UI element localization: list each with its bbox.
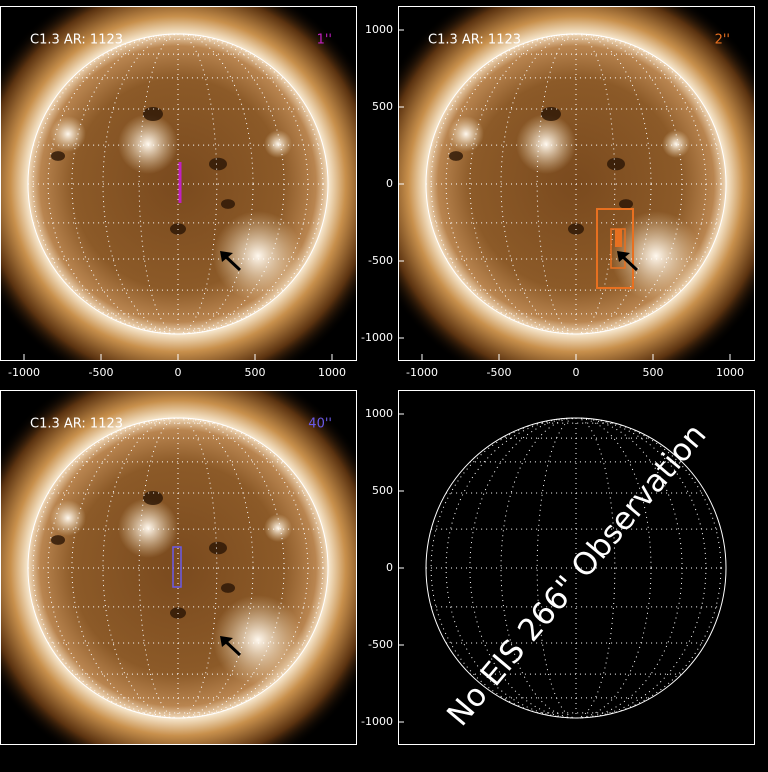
panel-title: C1.3 AR: 1123 xyxy=(30,33,123,48)
slit-marker xyxy=(172,546,182,588)
grid-line xyxy=(138,417,218,719)
bright-region xyxy=(264,130,292,158)
panel: C1.3 AR: 1123 2'' -1000 -500 0 500 1000 1000 500… xyxy=(361,6,755,379)
panel-title: C1.3 AR: 1123 xyxy=(428,33,521,48)
x-tick-label: 0 xyxy=(573,366,580,379)
slit-width-label: 1'' xyxy=(317,33,332,48)
y-tick-label: 0 xyxy=(386,561,393,574)
x-tick-label: 500 xyxy=(643,366,664,379)
bright-region xyxy=(213,595,303,685)
grid-line xyxy=(32,33,324,335)
dark-region xyxy=(51,535,65,545)
panel-title: C1.3 AR: 1123 xyxy=(30,417,123,432)
x-tick-label: 500 xyxy=(245,366,266,379)
panel: C1.3 AR: 1123 1'' -1000 -500 0 500 1000 xyxy=(0,6,357,379)
dark-region xyxy=(221,199,235,209)
grid-line xyxy=(102,33,254,335)
limb xyxy=(27,33,329,335)
dark-region xyxy=(221,583,235,593)
flare-arrow xyxy=(220,251,242,272)
y-tick-label: 0 xyxy=(386,177,393,190)
grid-line xyxy=(469,33,683,335)
x-tick-label: -500 xyxy=(89,366,114,379)
y-tick-label: 1000 xyxy=(365,23,393,36)
x-tick-label: -500 xyxy=(487,366,512,379)
grid-line xyxy=(32,417,324,719)
dark-region xyxy=(619,199,633,209)
dark-region xyxy=(607,157,625,171)
sun-image xyxy=(425,417,727,719)
y-tick-label: -500 xyxy=(368,638,393,651)
panel-frame xyxy=(0,390,357,745)
grid-line xyxy=(71,417,285,719)
dark-region xyxy=(143,491,163,505)
dark-region xyxy=(541,107,561,121)
bright-region xyxy=(264,514,292,542)
bright-region xyxy=(516,114,576,174)
panel: 1000 500 0 -500 -1000 No EIS 266" Observation xyxy=(361,390,755,745)
y-tick-label: -500 xyxy=(368,254,393,267)
panel-frame xyxy=(0,6,357,361)
raster-fov xyxy=(596,208,634,289)
y-tick-label: 500 xyxy=(372,484,393,497)
y-tick-label: 500 xyxy=(372,100,393,113)
flare-arrow xyxy=(617,251,639,272)
y-tick-label: -1000 xyxy=(361,331,393,344)
grid-line xyxy=(138,33,218,335)
sun-image xyxy=(0,390,356,744)
y-tick-label: 1000 xyxy=(365,407,393,420)
dark-region xyxy=(209,541,227,555)
grid-line xyxy=(500,33,652,335)
slit-width-label: 40'' xyxy=(308,417,332,432)
bright-region xyxy=(118,498,178,558)
x-tick-label: -1000 xyxy=(406,366,438,379)
x-tick-label: 1000 xyxy=(716,366,744,379)
slit-marker xyxy=(615,229,622,247)
y-tick-label: -1000 xyxy=(361,715,393,728)
grid-line xyxy=(536,417,616,719)
limb xyxy=(425,33,727,335)
x-tick-label: 1000 xyxy=(318,366,346,379)
bright-region xyxy=(118,114,178,174)
dark-region xyxy=(449,151,463,161)
panel: C1.3 AR: 1123 40'' xyxy=(0,390,357,745)
dark-region xyxy=(143,107,163,121)
slit-width-label: 2'' xyxy=(715,33,730,48)
bright-region xyxy=(662,130,690,158)
limb xyxy=(425,417,727,719)
sun-image xyxy=(0,6,356,360)
grid-line xyxy=(500,417,652,719)
grid-line xyxy=(536,33,616,335)
dark-region xyxy=(209,157,227,171)
flare-arrow xyxy=(220,636,242,657)
x-tick-label: 0 xyxy=(175,366,182,379)
grid-line xyxy=(102,417,254,719)
sun-image xyxy=(398,6,754,360)
limb xyxy=(27,417,329,719)
grid-line xyxy=(71,33,285,335)
grid-line xyxy=(469,417,683,719)
bright-region xyxy=(213,211,303,301)
dark-region xyxy=(51,151,65,161)
x-tick-label: -1000 xyxy=(8,366,40,379)
no-observation-note: No EIS 266" Observation xyxy=(440,417,713,733)
